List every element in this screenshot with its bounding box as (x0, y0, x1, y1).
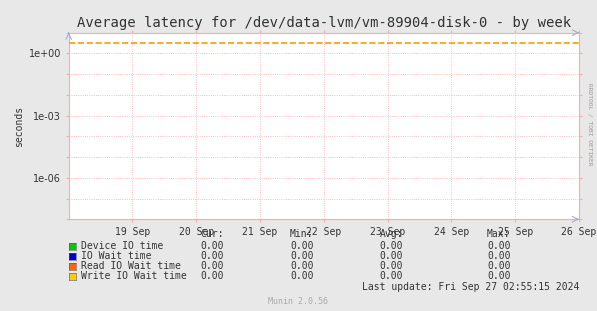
Text: 0.00: 0.00 (487, 261, 510, 271)
Title: Average latency for /dev/data-lvm/vm-89904-disk-0 - by week: Average latency for /dev/data-lvm/vm-899… (77, 16, 571, 30)
Text: 0.00: 0.00 (487, 251, 510, 261)
Text: 0.00: 0.00 (290, 251, 313, 261)
Text: 0.00: 0.00 (201, 261, 224, 271)
Text: Cur:: Cur: (201, 229, 224, 239)
Text: RRDTOOL / TOBI OETIKER: RRDTOOL / TOBI OETIKER (588, 83, 593, 166)
Text: 0.00: 0.00 (487, 241, 510, 251)
Text: Max:: Max: (487, 229, 510, 239)
Text: 0.00: 0.00 (380, 241, 403, 251)
Text: 0.00: 0.00 (380, 271, 403, 281)
Text: 0.00: 0.00 (380, 251, 403, 261)
Text: Read IO Wait time: Read IO Wait time (81, 261, 180, 271)
Y-axis label: seconds: seconds (14, 105, 24, 146)
Text: 0.00: 0.00 (201, 251, 224, 261)
Text: 0.00: 0.00 (201, 241, 224, 251)
Text: Munin 2.0.56: Munin 2.0.56 (269, 297, 328, 306)
Text: 0.00: 0.00 (290, 261, 313, 271)
Text: Write IO Wait time: Write IO Wait time (81, 271, 186, 281)
Text: 0.00: 0.00 (201, 271, 224, 281)
Text: 0.00: 0.00 (487, 271, 510, 281)
Text: Device IO time: Device IO time (81, 241, 163, 251)
Text: Min:: Min: (290, 229, 313, 239)
Text: IO Wait time: IO Wait time (81, 251, 151, 261)
Text: Avg:: Avg: (380, 229, 403, 239)
Text: 0.00: 0.00 (290, 241, 313, 251)
Text: 0.00: 0.00 (380, 261, 403, 271)
Text: Last update: Fri Sep 27 02:55:15 2024: Last update: Fri Sep 27 02:55:15 2024 (362, 282, 579, 292)
Text: 0.00: 0.00 (290, 271, 313, 281)
